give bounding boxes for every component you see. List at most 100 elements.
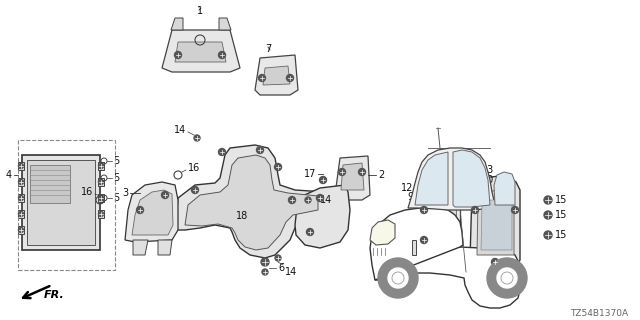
Text: 15: 15	[555, 195, 568, 205]
Polygon shape	[175, 145, 328, 258]
Text: 14: 14	[285, 267, 297, 277]
Circle shape	[339, 169, 346, 175]
Polygon shape	[132, 190, 173, 235]
Polygon shape	[158, 240, 172, 255]
Circle shape	[261, 258, 269, 266]
Circle shape	[388, 268, 408, 288]
Circle shape	[19, 212, 24, 217]
Bar	[30, 165, 70, 203]
Circle shape	[487, 258, 527, 298]
Bar	[18, 140, 115, 270]
Text: TZ54B1370A: TZ54B1370A	[570, 309, 628, 318]
Circle shape	[99, 180, 104, 185]
Circle shape	[289, 196, 296, 204]
Polygon shape	[133, 240, 148, 255]
Circle shape	[99, 212, 104, 217]
Text: 6: 6	[278, 263, 284, 273]
Circle shape	[194, 135, 200, 141]
Text: 5: 5	[113, 193, 119, 203]
Circle shape	[511, 206, 518, 213]
Bar	[18, 210, 24, 218]
Polygon shape	[162, 30, 240, 72]
Circle shape	[307, 228, 314, 236]
Circle shape	[99, 196, 104, 201]
Circle shape	[544, 196, 552, 204]
Bar	[18, 178, 24, 186]
Text: 2: 2	[378, 170, 384, 180]
Polygon shape	[408, 148, 495, 210]
Circle shape	[218, 148, 225, 156]
Circle shape	[19, 180, 24, 185]
Circle shape	[161, 191, 168, 198]
Circle shape	[218, 52, 225, 59]
Polygon shape	[370, 208, 463, 280]
Text: 8: 8	[434, 192, 440, 202]
Bar	[18, 226, 24, 234]
Text: 17: 17	[303, 169, 316, 179]
Bar	[98, 162, 104, 170]
Text: 12: 12	[401, 183, 413, 193]
Text: 16: 16	[188, 163, 200, 173]
Polygon shape	[341, 163, 364, 190]
Text: 5: 5	[113, 173, 119, 183]
Circle shape	[275, 255, 281, 261]
Bar	[432, 200, 460, 245]
Text: 13: 13	[482, 165, 494, 175]
Text: 1: 1	[197, 6, 203, 16]
Polygon shape	[415, 152, 448, 205]
Polygon shape	[125, 182, 178, 242]
Polygon shape	[453, 150, 490, 207]
Polygon shape	[219, 18, 231, 30]
Polygon shape	[375, 247, 522, 308]
Circle shape	[262, 269, 268, 275]
Text: 5: 5	[113, 156, 119, 166]
Bar	[436, 205, 456, 240]
Circle shape	[420, 236, 428, 244]
Polygon shape	[470, 176, 520, 268]
Polygon shape	[255, 55, 298, 95]
Text: 3: 3	[122, 188, 128, 198]
Circle shape	[19, 196, 24, 201]
Polygon shape	[412, 240, 416, 255]
Text: 11: 11	[434, 184, 446, 194]
Text: 10: 10	[482, 175, 494, 185]
Polygon shape	[263, 66, 290, 85]
Text: 18: 18	[236, 211, 248, 221]
Circle shape	[317, 195, 323, 202]
Circle shape	[378, 258, 418, 298]
Text: 15: 15	[555, 210, 568, 220]
Bar	[98, 194, 104, 202]
Circle shape	[175, 52, 182, 59]
Circle shape	[257, 147, 264, 154]
Circle shape	[19, 164, 24, 169]
Bar	[250, 195, 282, 237]
Polygon shape	[481, 200, 512, 250]
Circle shape	[305, 197, 311, 203]
Circle shape	[472, 206, 479, 213]
Polygon shape	[335, 156, 370, 200]
Text: 16: 16	[81, 187, 93, 197]
Text: 14: 14	[320, 195, 332, 205]
Circle shape	[492, 259, 499, 266]
Text: 7: 7	[265, 44, 271, 54]
Bar	[18, 194, 24, 202]
Polygon shape	[477, 190, 514, 255]
Circle shape	[259, 75, 266, 82]
Polygon shape	[185, 155, 318, 250]
Circle shape	[287, 75, 294, 82]
Bar	[98, 210, 104, 218]
Circle shape	[191, 187, 198, 194]
Circle shape	[99, 164, 104, 169]
Text: 15: 15	[555, 230, 568, 240]
Polygon shape	[494, 172, 515, 205]
Circle shape	[420, 206, 428, 213]
Polygon shape	[171, 18, 183, 30]
Circle shape	[544, 211, 552, 219]
Text: 9: 9	[407, 192, 413, 202]
Circle shape	[358, 169, 365, 175]
Polygon shape	[415, 198, 436, 255]
Bar	[98, 178, 104, 186]
Bar	[27, 160, 95, 245]
Text: FR.: FR.	[44, 290, 65, 300]
Circle shape	[319, 177, 326, 183]
